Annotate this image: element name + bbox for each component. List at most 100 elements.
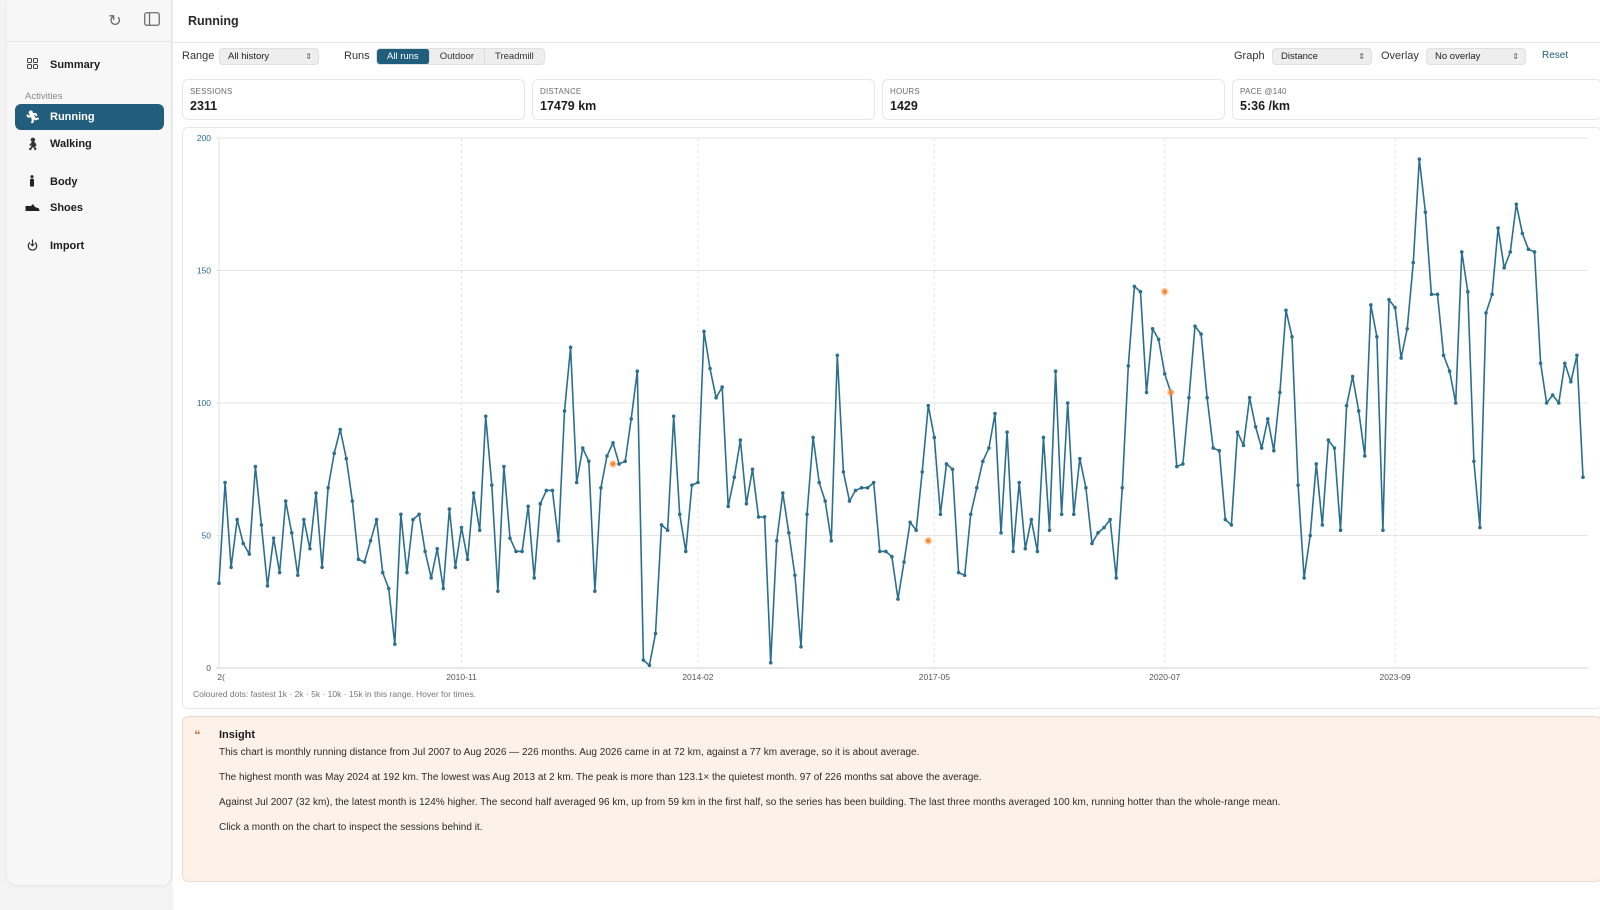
sidebar-item-running[interactable]: 🏃︎ Running	[15, 104, 164, 130]
data-point	[865, 486, 870, 490]
data-point	[805, 512, 809, 517]
data-point	[780, 491, 785, 495]
data-point	[1466, 289, 1470, 294]
data-point	[544, 488, 549, 493]
data-point	[386, 586, 391, 591]
data-point	[762, 515, 767, 519]
runs-option-all[interactable]: All runs	[377, 49, 430, 64]
graph-select-value: Distance	[1281, 51, 1318, 62]
stat-card-pace: PACE @140 5:36 /km	[1232, 79, 1600, 120]
data-point	[987, 446, 991, 450]
data-point	[1053, 369, 1058, 373]
data-point	[1011, 549, 1015, 554]
sidebar-item-body[interactable]: Body	[15, 169, 164, 195]
refresh-icon[interactable]: ↻	[108, 13, 122, 30]
sidebar-toggle-icon[interactable]	[142, 12, 162, 32]
sidebar-item-shoes[interactable]: Shoes	[15, 195, 164, 221]
data-point	[1496, 226, 1500, 230]
data-point	[1375, 334, 1379, 339]
stat-key: SESSIONS	[190, 87, 233, 96]
runs-option-treadmill[interactable]: Treadmill	[495, 51, 534, 62]
insight-line: Click a month on the chart to inspect th…	[219, 822, 483, 833]
distance-line-chart[interactable]: 0 50 100 150 200 2(2010-11 2014-02 2017-05 2020-…	[183, 128, 1600, 684]
data-point	[538, 501, 543, 506]
data-point	[884, 549, 888, 554]
data-point	[817, 480, 821, 485]
data-point	[1472, 459, 1476, 464]
sidebar-item-import[interactable]: Import	[15, 233, 164, 259]
data-point	[1162, 372, 1167, 376]
data-point	[787, 531, 791, 535]
runs-option-outdoor[interactable]: Outdoor	[430, 49, 486, 64]
data-point	[647, 663, 652, 668]
data-point	[938, 512, 943, 517]
data-point	[502, 464, 506, 469]
data-point	[1120, 486, 1125, 490]
data-point	[593, 589, 597, 593]
data-point	[665, 528, 670, 532]
walking-icon: 🚶︎	[25, 137, 41, 151]
data-point	[738, 438, 743, 442]
data-point	[296, 573, 300, 578]
data-point	[671, 414, 676, 419]
y-tick-label: 100	[197, 398, 211, 408]
data-point	[653, 631, 658, 636]
data-point	[526, 504, 530, 509]
data-point	[1435, 292, 1440, 297]
sidebar-item-walking[interactable]: 🚶︎ Walking	[15, 131, 164, 157]
data-point	[302, 517, 306, 522]
data-point	[459, 525, 464, 530]
data-point	[1211, 446, 1216, 450]
range-select[interactable]: All history ⇕	[219, 48, 319, 65]
data-point	[799, 645, 803, 649]
stat-key: PACE @140	[1240, 87, 1287, 96]
data-point	[508, 536, 512, 540]
data-point	[999, 531, 1003, 535]
data-point	[823, 499, 828, 503]
graph-select[interactable]: Distance ⇕	[1272, 48, 1372, 65]
y-tick-label: 0	[206, 663, 211, 673]
sidebar-item-summary[interactable]: Summary	[15, 52, 164, 78]
data-point	[399, 512, 403, 517]
data-point	[1259, 446, 1264, 450]
overlay-select[interactable]: No overlay ⇕	[1426, 48, 1526, 65]
data-point	[1023, 546, 1028, 551]
data-point	[768, 660, 773, 665]
stat-card-sessions: SESSIONS 2311	[182, 79, 525, 120]
data-point	[241, 541, 246, 546]
data-point	[1387, 297, 1391, 302]
data-point	[1393, 305, 1397, 310]
overlay-select-value: No overlay	[1435, 51, 1481, 62]
data-point	[708, 366, 712, 371]
sidebar-item-label: Body	[50, 176, 78, 188]
data-point	[1229, 523, 1234, 527]
data-point	[338, 427, 343, 432]
data-point	[1096, 531, 1100, 535]
x-tick-label: 2020-07	[1149, 672, 1180, 682]
data-point	[1314, 462, 1319, 466]
reset-button[interactable]: Reset	[1542, 50, 1569, 61]
data-point	[435, 546, 440, 551]
data-point	[1362, 454, 1367, 458]
data-point	[417, 512, 421, 517]
data-point	[974, 486, 979, 490]
sidebar-item-label: Walking	[50, 138, 92, 150]
fastest-marker	[1162, 289, 1168, 295]
data-point	[981, 459, 985, 464]
data-point	[835, 353, 840, 358]
data-point	[253, 464, 258, 469]
data-point	[1423, 210, 1428, 214]
data-point	[314, 491, 318, 495]
data-point	[283, 499, 288, 503]
data-point	[350, 499, 355, 503]
data-point	[859, 486, 864, 490]
data-point	[1247, 395, 1252, 400]
chart-card: 0 50 100 150 200 2(2010-11 2014-02 2017-05 2020-…	[182, 127, 1600, 709]
stat-key: HOURS	[890, 87, 920, 96]
overlay-label: Overlay	[1381, 50, 1419, 62]
chevron-updown-icon: ⇕	[1358, 52, 1365, 61]
data-point	[1108, 517, 1112, 522]
y-tick-label: 50	[202, 531, 212, 541]
data-point	[271, 536, 276, 540]
insight-line: The highest month was May 2024 at 192 km…	[219, 772, 982, 783]
